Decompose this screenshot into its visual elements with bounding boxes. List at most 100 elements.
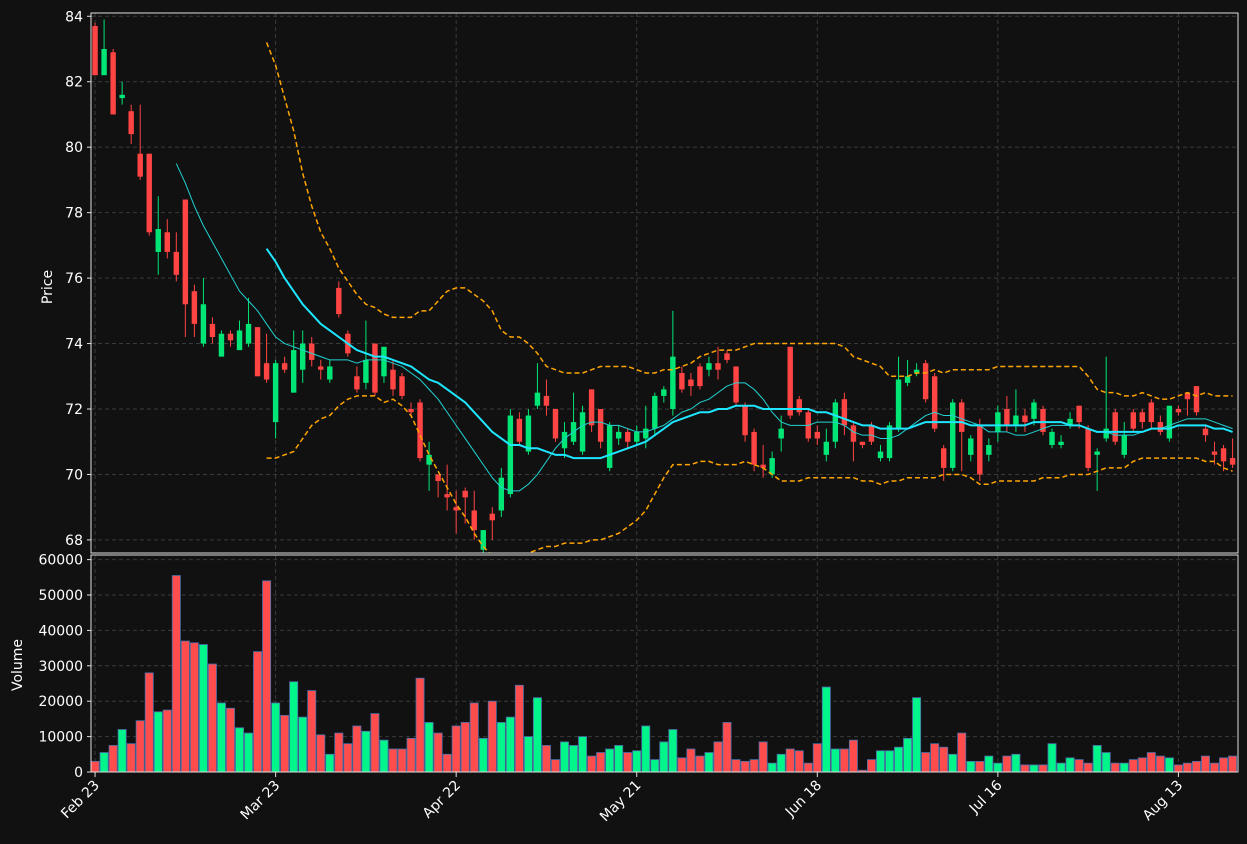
candle-body	[272, 363, 279, 423]
candle-body	[155, 229, 161, 252]
candle-body	[516, 418, 523, 442]
volume-panel-frame	[90, 554, 1239, 773]
candle-body	[742, 405, 748, 436]
volume-bar	[605, 748, 615, 772]
candle-body	[1004, 409, 1010, 426]
candle-body	[886, 425, 893, 459]
candle-body	[859, 441, 866, 445]
volume-bar	[253, 651, 263, 772]
volume-bar	[541, 745, 551, 772]
price-panel-frame	[90, 12, 1239, 554]
candle-body	[426, 454, 432, 465]
volume-bar	[1201, 755, 1210, 772]
volume-tick-label: 40000	[38, 623, 83, 639]
candle-body	[814, 431, 821, 439]
volume-bar	[1074, 759, 1084, 772]
candle-body	[453, 507, 459, 511]
volume-bar	[948, 753, 958, 772]
candle-body	[931, 376, 938, 429]
candle-body	[1166, 405, 1173, 439]
volume-bar	[713, 741, 723, 772]
volume-bar	[487, 700, 497, 772]
candle-body	[218, 333, 225, 357]
candle-body	[1013, 415, 1019, 426]
candle-body	[1076, 405, 1082, 423]
volume-bar	[379, 739, 389, 772]
indicator-line	[265, 248, 1233, 460]
volume-bar	[731, 759, 741, 772]
volume-axis-label: Volume	[10, 639, 26, 691]
candle-body	[877, 451, 884, 459]
candle-body	[1112, 412, 1118, 442]
candle-body	[1103, 428, 1109, 439]
candle-body	[1040, 409, 1046, 432]
candle-body	[850, 425, 857, 442]
candle-body	[462, 490, 468, 498]
volume-bar	[135, 720, 145, 772]
volume-bar	[803, 762, 813, 772]
volume-bar	[821, 686, 831, 772]
volume-bar	[244, 732, 254, 772]
candle-body	[299, 343, 306, 370]
candle-body	[588, 389, 595, 426]
candle-body	[471, 510, 477, 531]
volume-bar	[894, 746, 904, 772]
candle-body	[507, 415, 514, 495]
volume-bar	[334, 732, 344, 772]
y-tick-label: 68	[65, 533, 83, 549]
volume-bar	[885, 750, 894, 772]
volume-bar	[469, 702, 479, 772]
candle-body	[751, 431, 757, 465]
candle-body	[1157, 422, 1164, 432]
volume-bar	[1228, 755, 1238, 772]
candle-body	[182, 199, 189, 305]
candle-body	[552, 409, 559, 439]
candle-body	[1121, 435, 1127, 455]
volume-bar	[993, 762, 1003, 772]
volume-bar	[776, 753, 786, 772]
volume-bar	[587, 755, 597, 772]
candle-body	[92, 26, 98, 76]
candle-body	[309, 343, 315, 360]
candle-body	[200, 304, 207, 344]
volume-bar	[659, 741, 669, 772]
candle-body	[796, 399, 802, 413]
volume-bar	[216, 702, 226, 772]
candle-body	[895, 379, 902, 429]
candle-body	[778, 428, 784, 439]
volume-bars	[91, 575, 1238, 772]
volume-bar	[785, 748, 795, 772]
volume-bar	[740, 760, 750, 772]
volume-tick-label: 10000	[38, 730, 83, 746]
candle-body	[209, 323, 216, 337]
volume-bar	[848, 739, 858, 772]
candle-body	[787, 346, 793, 416]
candle-body	[868, 425, 875, 442]
volume-tick-label: 20000	[38, 694, 83, 710]
candle-body	[137, 153, 143, 177]
candle-body	[146, 153, 152, 233]
volume-bar	[749, 759, 759, 772]
candle-body	[1031, 402, 1037, 419]
candle-body	[128, 111, 134, 135]
volume-bar	[632, 750, 642, 772]
candle-body	[290, 350, 297, 393]
candle-body	[697, 366, 703, 387]
candle-body	[525, 415, 532, 452]
volume-bar	[984, 755, 994, 772]
volume-bar	[108, 745, 118, 772]
candle-body	[444, 494, 450, 498]
candle-body	[688, 379, 694, 387]
volume-bar	[1011, 753, 1021, 772]
candle-body	[606, 425, 613, 468]
indicator-line	[266, 395, 1233, 553]
candle-body	[661, 389, 667, 396]
candle-body	[1058, 441, 1064, 445]
volume-bar	[812, 743, 822, 772]
candle-body	[615, 431, 622, 439]
candle-body	[634, 431, 640, 442]
volume-bar	[198, 644, 208, 772]
volume-bar	[650, 759, 660, 772]
volume-bar	[325, 753, 335, 772]
